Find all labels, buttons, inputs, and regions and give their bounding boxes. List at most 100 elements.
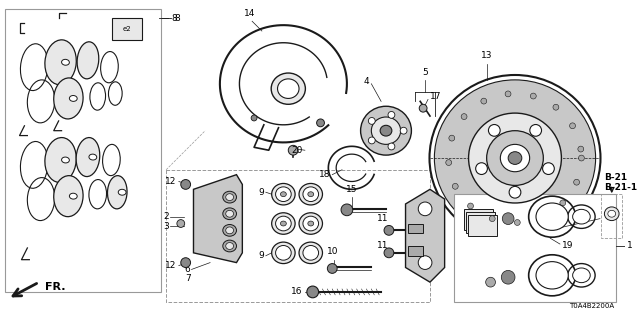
Polygon shape <box>406 189 445 282</box>
Ellipse shape <box>280 221 286 226</box>
Circle shape <box>452 183 458 189</box>
Circle shape <box>481 98 487 104</box>
Text: e2: e2 <box>123 26 131 32</box>
Text: 19: 19 <box>562 242 573 251</box>
Ellipse shape <box>54 176 83 217</box>
Text: 1: 1 <box>627 242 633 251</box>
Circle shape <box>251 115 257 121</box>
Ellipse shape <box>45 138 76 182</box>
Text: 7: 7 <box>185 274 191 283</box>
Bar <box>408 246 423 256</box>
Circle shape <box>384 248 394 258</box>
Text: 18: 18 <box>319 170 330 179</box>
Ellipse shape <box>299 213 323 234</box>
Text: T0A4B2200A: T0A4B2200A <box>568 302 614 308</box>
Text: 6: 6 <box>185 265 191 274</box>
Circle shape <box>317 119 324 127</box>
Text: 11: 11 <box>378 242 389 251</box>
Circle shape <box>530 124 541 136</box>
Text: 12: 12 <box>164 261 176 270</box>
Text: 15: 15 <box>346 185 358 194</box>
Bar <box>468 215 497 236</box>
Circle shape <box>288 145 298 155</box>
Circle shape <box>505 91 511 97</box>
Circle shape <box>488 124 500 136</box>
Ellipse shape <box>223 225 237 236</box>
Circle shape <box>531 93 536 99</box>
Circle shape <box>341 204 353 216</box>
Ellipse shape <box>303 216 319 231</box>
Ellipse shape <box>226 210 234 217</box>
Ellipse shape <box>69 193 77 199</box>
Ellipse shape <box>271 73 305 104</box>
Ellipse shape <box>435 80 596 236</box>
Circle shape <box>177 220 185 228</box>
Circle shape <box>307 286 319 298</box>
Text: 13: 13 <box>481 51 492 60</box>
Ellipse shape <box>303 187 319 202</box>
Ellipse shape <box>299 183 323 205</box>
Circle shape <box>180 180 191 189</box>
Ellipse shape <box>380 125 392 136</box>
Circle shape <box>468 203 474 209</box>
Circle shape <box>446 160 452 165</box>
Circle shape <box>369 117 375 124</box>
Ellipse shape <box>308 192 314 197</box>
Circle shape <box>369 137 375 144</box>
Ellipse shape <box>226 243 234 249</box>
Circle shape <box>502 213 514 225</box>
Bar <box>464 209 493 230</box>
Bar <box>454 194 616 302</box>
Ellipse shape <box>278 79 299 99</box>
Ellipse shape <box>226 227 234 234</box>
Circle shape <box>449 135 455 141</box>
Ellipse shape <box>271 183 295 205</box>
Ellipse shape <box>303 245 319 260</box>
Bar <box>601 194 623 238</box>
Ellipse shape <box>608 210 616 217</box>
Ellipse shape <box>429 75 600 241</box>
Text: 8: 8 <box>174 14 180 23</box>
Ellipse shape <box>271 242 295 264</box>
Ellipse shape <box>118 189 126 195</box>
Ellipse shape <box>223 240 237 252</box>
Circle shape <box>486 277 495 287</box>
Circle shape <box>560 200 566 206</box>
Ellipse shape <box>76 138 100 177</box>
Circle shape <box>539 214 545 220</box>
Ellipse shape <box>308 221 314 226</box>
Circle shape <box>388 143 395 150</box>
Text: 14: 14 <box>243 9 255 18</box>
Ellipse shape <box>371 117 401 144</box>
Text: FR.: FR. <box>45 282 65 292</box>
Text: B-21-1: B-21-1 <box>604 183 637 192</box>
Text: 12: 12 <box>164 177 176 186</box>
Circle shape <box>419 104 427 112</box>
Ellipse shape <box>223 191 237 203</box>
Ellipse shape <box>77 42 99 79</box>
Circle shape <box>400 127 407 134</box>
Ellipse shape <box>573 209 590 224</box>
Text: 4: 4 <box>364 77 369 86</box>
Ellipse shape <box>536 262 568 289</box>
Circle shape <box>501 270 515 284</box>
Ellipse shape <box>468 113 561 203</box>
Ellipse shape <box>573 268 590 283</box>
Text: 8: 8 <box>171 14 177 23</box>
Text: 3: 3 <box>163 222 169 231</box>
Bar <box>5 9 161 292</box>
Ellipse shape <box>69 95 77 101</box>
Text: 2: 2 <box>163 212 169 221</box>
Circle shape <box>490 216 495 221</box>
Ellipse shape <box>226 194 234 201</box>
Text: 9: 9 <box>258 188 264 197</box>
Circle shape <box>328 264 337 273</box>
Ellipse shape <box>223 208 237 220</box>
Text: 10: 10 <box>326 247 338 256</box>
Circle shape <box>180 258 191 268</box>
Text: 9: 9 <box>258 251 264 260</box>
Ellipse shape <box>276 216 291 231</box>
Bar <box>408 223 423 233</box>
Circle shape <box>388 111 395 118</box>
Text: 17: 17 <box>430 92 442 101</box>
